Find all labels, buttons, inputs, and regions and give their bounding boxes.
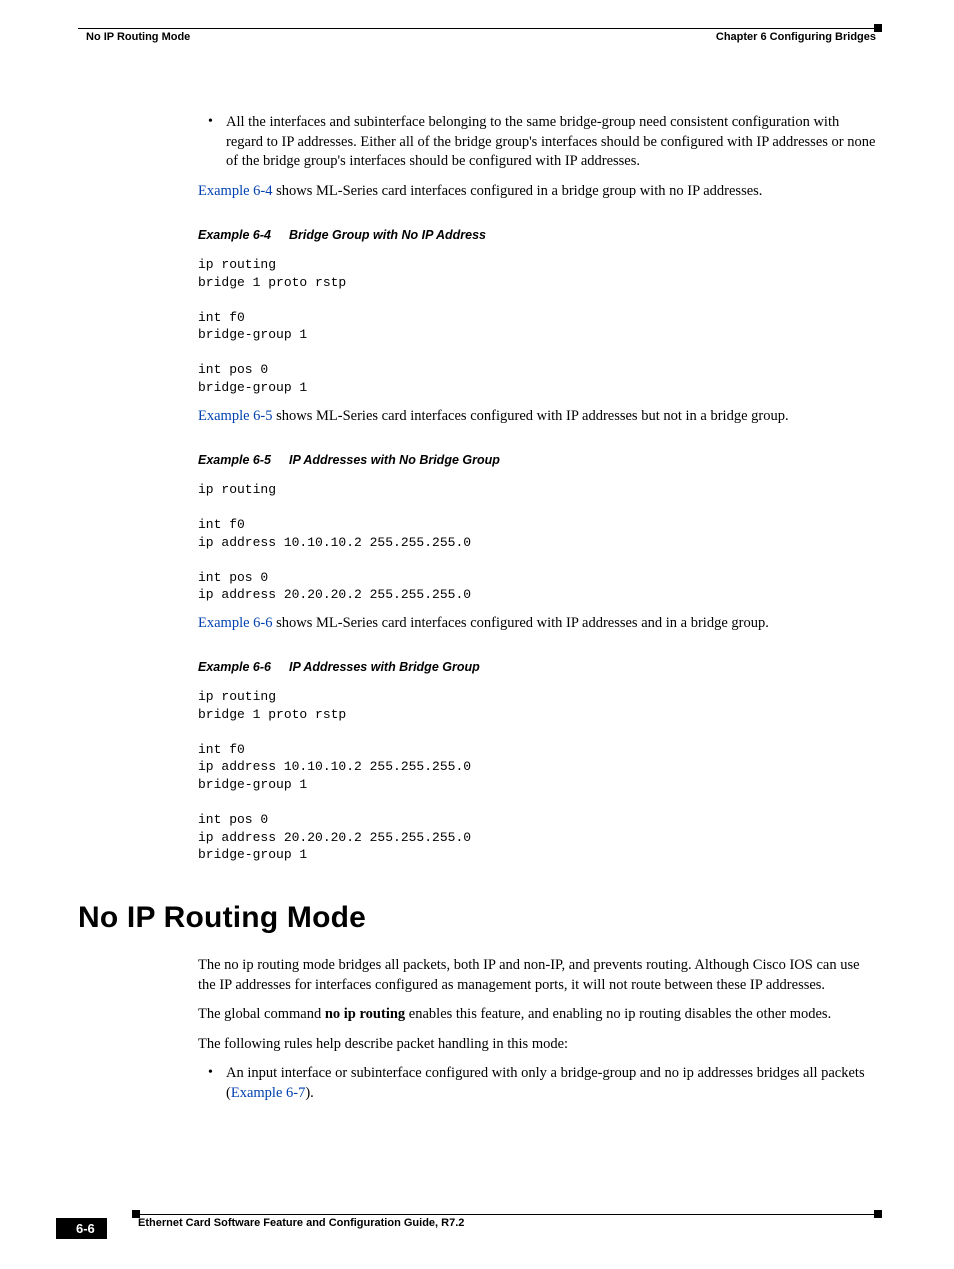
text: The global command xyxy=(198,1006,325,1022)
paragraph: Example 6-4 shows ML-Series card interfa… xyxy=(198,182,876,202)
page-number-badge: 6-6 xyxy=(56,1218,107,1239)
example-heading: Example 6-4 Bridge Group with No IP Addre… xyxy=(198,227,876,244)
code-block: ip routing bridge 1 proto rstp int f0 br… xyxy=(198,256,876,396)
command-text: no ip routing xyxy=(325,1006,405,1022)
text: shows ML-Series card interfaces configur… xyxy=(273,615,769,631)
text: enables this feature, and enabling no ip… xyxy=(405,1006,831,1022)
text: ). xyxy=(305,1085,313,1101)
example-xref[interactable]: Example 6-7 xyxy=(231,1085,306,1101)
example-heading: Example 6-5 IP Addresses with No Bridge G… xyxy=(198,452,876,469)
header-chapter: Chapter 6 Configuring Bridges xyxy=(716,31,876,43)
example-xref[interactable]: Example 6-4 xyxy=(198,183,273,199)
footer-rule xyxy=(138,1214,876,1215)
text: shows ML-Series card interfaces configur… xyxy=(273,183,763,199)
example-title-text: IP Addresses with No Bridge Group xyxy=(289,453,500,467)
section-heading: No IP Routing Mode xyxy=(78,898,876,939)
body-content: All the interfaces and subinterface belo… xyxy=(198,113,876,1104)
example-title-text: IP Addresses with Bridge Group xyxy=(289,660,480,674)
header-rule xyxy=(78,28,876,29)
example-heading: Example 6-6 IP Addresses with Bridge Grou… xyxy=(198,659,876,676)
paragraph: The no ip routing mode bridges all packe… xyxy=(198,956,876,995)
code-block: ip routing bridge 1 proto rstp int f0 ip… xyxy=(198,688,876,863)
example-xref[interactable]: Example 6-5 xyxy=(198,408,273,424)
footer: Ethernet Card Software Feature and Confi… xyxy=(78,1214,876,1229)
header-section: No IP Routing Mode xyxy=(78,31,190,43)
example-label: Example 6-5 xyxy=(198,453,271,467)
bullet-item: An input interface or subinterface confi… xyxy=(198,1064,876,1103)
text: shows ML-Series card interfaces configur… xyxy=(273,408,789,424)
paragraph: Example 6-6 shows ML-Series card interfa… xyxy=(198,614,876,634)
example-label: Example 6-6 xyxy=(198,660,271,674)
example-label: Example 6-4 xyxy=(198,228,271,242)
bullet-list-2: An input interface or subinterface confi… xyxy=(198,1064,876,1103)
paragraph: Example 6-5 shows ML-Series card interfa… xyxy=(198,407,876,427)
text: An input interface or subinterface confi… xyxy=(226,1065,865,1101)
code-block: ip routing int f0 ip address 10.10.10.2 … xyxy=(198,481,876,604)
example-xref[interactable]: Example 6-6 xyxy=(198,615,273,631)
footer-guide: Ethernet Card Software Feature and Confi… xyxy=(138,1217,876,1229)
example-title-text: Bridge Group with No IP Address xyxy=(289,228,486,242)
bullet-list-1: All the interfaces and subinterface belo… xyxy=(198,113,876,172)
bullet-item: All the interfaces and subinterface belo… xyxy=(198,113,876,172)
running-header: No IP Routing Mode Chapter 6 Configuring… xyxy=(78,31,876,43)
paragraph: The global command no ip routing enables… xyxy=(198,1005,876,1025)
paragraph: The following rules help describe packet… xyxy=(198,1035,876,1055)
